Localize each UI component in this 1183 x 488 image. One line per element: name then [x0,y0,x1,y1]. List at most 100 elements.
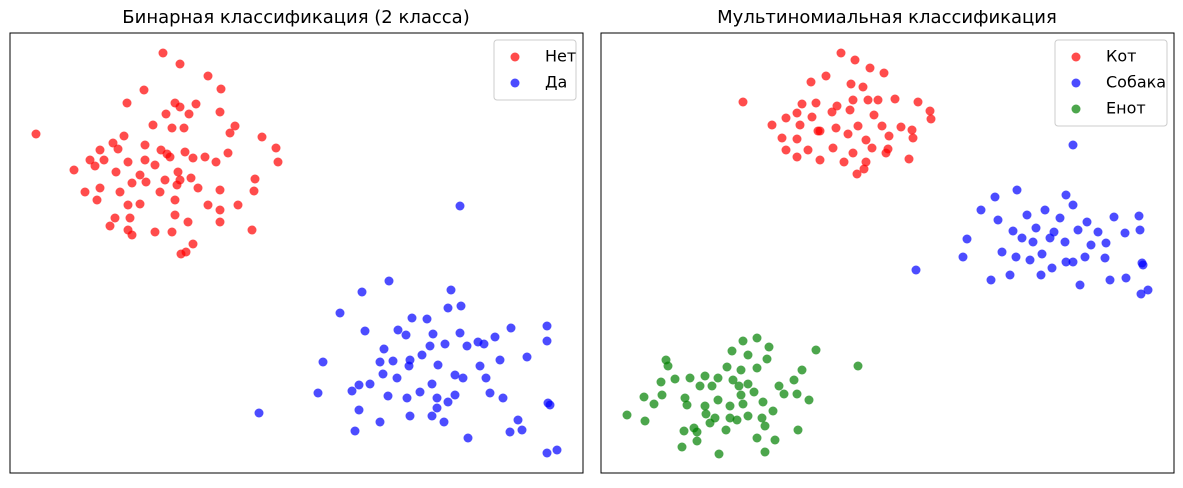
point [175,59,185,69]
point [110,213,120,223]
point [167,123,177,133]
point [760,447,770,457]
point [764,342,774,352]
point [188,239,198,249]
point [853,121,863,131]
legend-marker [1071,104,1081,114]
point [811,345,821,355]
point [843,129,853,139]
point [663,361,673,371]
point [649,399,659,409]
point [1068,200,1078,210]
point [732,415,742,425]
point [804,395,814,405]
point [160,175,170,185]
point [792,108,802,118]
point [485,388,495,398]
point [173,167,183,177]
point [119,131,129,141]
point [175,102,185,112]
point [792,134,802,144]
legend-label: Нет [545,47,576,66]
point [1028,237,1038,247]
point [108,138,118,148]
point [455,328,465,338]
point [806,77,816,87]
point [728,375,738,385]
point [832,101,842,111]
point [1120,228,1130,238]
point [815,155,825,165]
point [1101,238,1111,248]
point [506,323,516,333]
point [679,426,689,436]
point [815,126,825,136]
point [852,169,862,179]
point [183,217,193,227]
point [1022,210,1032,220]
point [682,400,692,410]
point [150,160,160,170]
point [249,186,259,196]
point [797,99,807,109]
point [793,425,803,435]
point [111,167,121,177]
point [1031,223,1041,233]
point [884,131,894,141]
point [455,201,465,211]
point [1143,285,1153,295]
point [427,411,437,421]
point [692,436,702,446]
point [858,82,868,92]
point [135,170,145,180]
point [250,174,260,184]
point [713,373,723,383]
legend-label: Собака [1106,73,1166,92]
point [85,155,95,165]
point [80,187,90,197]
point [545,400,555,410]
point [188,153,198,163]
point [415,387,425,397]
point [911,265,921,275]
point [407,313,417,323]
point [1105,275,1115,285]
legend-marker [1071,78,1081,88]
point [705,418,715,428]
point [734,381,744,391]
point [427,379,437,389]
point [1012,185,1022,195]
point [360,326,370,336]
legend-label: Енот [1106,99,1146,118]
point [179,123,189,133]
point [877,121,887,131]
point [976,205,986,215]
point [680,393,690,403]
point [257,132,267,142]
point [896,122,906,132]
point [1121,273,1131,283]
point [760,421,770,431]
point [125,213,135,223]
point [701,409,711,419]
point [797,365,807,375]
point [752,433,762,443]
plot-frame [9,32,584,474]
point [456,301,466,311]
point [450,370,460,380]
point [865,63,875,73]
point [869,110,879,120]
point [271,143,281,153]
point [1011,252,1021,262]
point [225,128,235,138]
point [1134,211,1144,221]
point [170,210,180,220]
point [725,401,735,411]
point [1040,205,1050,215]
point [513,415,523,425]
point [99,155,109,165]
point [1061,190,1071,200]
legend-box [1054,39,1168,127]
point [827,107,837,117]
point [738,399,748,409]
